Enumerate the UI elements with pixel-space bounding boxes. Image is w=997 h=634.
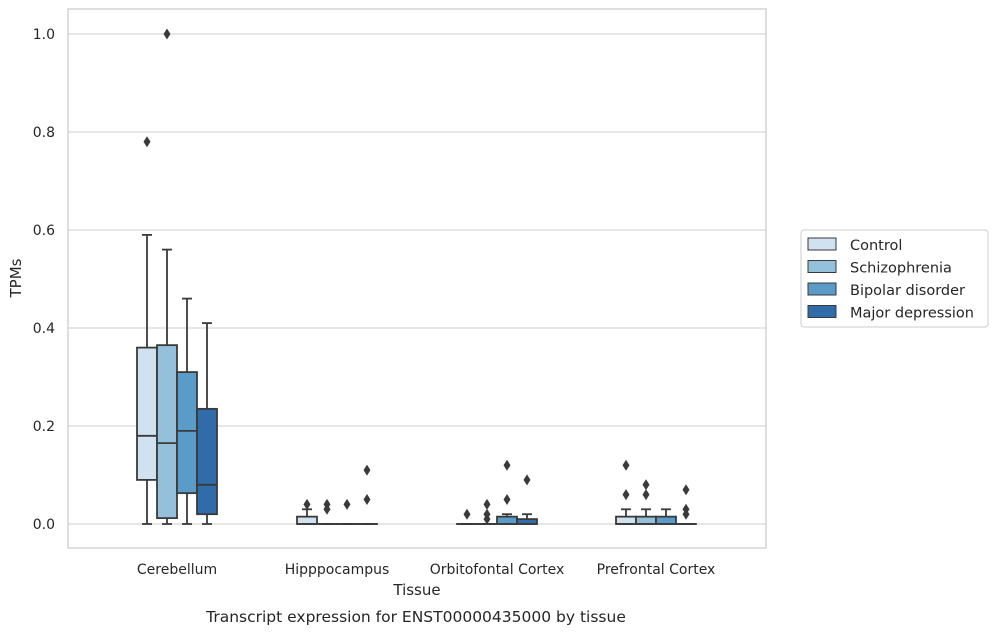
outlier-point	[143, 136, 151, 148]
legend: Control Schizophrenia Bipolar disorder Majo…	[800, 229, 989, 328]
box-0-0	[136, 136, 158, 525]
y-tick-label: 0.0	[33, 517, 55, 533]
outlier-point	[622, 459, 630, 471]
y-tick-label: 1.0	[33, 27, 55, 43]
box-1-3	[356, 464, 378, 525]
x-axis-ticks: Cerebellum Hipppocampus Orbitofontal Corte…	[137, 562, 715, 578]
outlier-point	[483, 508, 491, 520]
x-tick-label: Prefrontal Cortex	[597, 562, 716, 578]
box-0-3	[196, 322, 218, 525]
box-rect	[156, 344, 178, 520]
box-3-1	[635, 479, 657, 525]
box-2-0	[456, 508, 478, 525]
outlier-point	[503, 459, 511, 471]
outlier-point	[323, 498, 331, 510]
box-rect	[496, 515, 518, 525]
plot-frame	[67, 8, 767, 549]
box-0-2	[176, 297, 198, 525]
box-1-1	[316, 498, 338, 525]
box-1-0	[296, 498, 318, 525]
outlier-point	[363, 464, 371, 476]
y-tick-label: 0.6	[33, 223, 55, 239]
y-axis-label: TPMs	[7, 258, 25, 298]
x-tick-label: Hipppocampus	[285, 562, 390, 578]
x-tick-label: Cerebellum	[137, 562, 217, 578]
outlier-point	[463, 508, 471, 520]
outlier-point	[343, 498, 351, 510]
box-3-0	[615, 459, 637, 525]
legend-swatch	[807, 305, 837, 318]
box-3-3	[675, 484, 697, 525]
legend-swatch	[807, 260, 837, 273]
x-tick-label: Orbitofontal Cortex	[430, 562, 565, 578]
outlier-point	[363, 494, 371, 505]
box-0-1	[156, 28, 178, 525]
outlier-point	[682, 503, 690, 515]
outlier-point	[682, 484, 690, 496]
outlier-point	[483, 498, 491, 510]
box-rect	[176, 371, 198, 495]
y-tick-label: 0.2	[33, 419, 55, 435]
outlier-point	[642, 479, 650, 491]
legend-frame	[800, 229, 989, 328]
box-2-3	[516, 474, 538, 525]
box-rect	[635, 515, 657, 525]
box-rect	[196, 407, 218, 516]
legend-label: Bipolar disorder	[850, 283, 965, 299]
legend-swatch	[807, 237, 837, 251]
outlier-point	[642, 489, 650, 501]
outlier-point	[163, 28, 171, 40]
box-1-2	[336, 498, 358, 525]
legend-label: Schizophrenia	[850, 261, 952, 277]
boxes	[136, 28, 697, 525]
y-tick-label: 0.8	[33, 125, 55, 141]
box-rect	[296, 515, 318, 525]
legend-swatch	[807, 282, 837, 296]
legend-label: Control	[850, 238, 902, 254]
box-rect	[655, 515, 677, 525]
box-rect	[615, 515, 637, 525]
box-rect	[136, 346, 158, 481]
legend-label: Major depression	[850, 306, 974, 322]
y-axis-ticks: 0.0 0.2 0.4 0.6 0.8 1.0	[33, 27, 55, 533]
chart-caption: Transcript expression for ENST0000043500…	[205, 608, 626, 626]
box-2-1	[476, 498, 498, 525]
box-3-2	[655, 508, 677, 525]
outlier-point	[503, 494, 511, 505]
outlier-point	[622, 489, 630, 501]
outlier-point	[523, 474, 531, 486]
outlier-point	[303, 498, 311, 510]
y-tick-label: 0.4	[33, 321, 55, 337]
x-axis-label: Tissue	[392, 581, 440, 599]
box-2-2	[496, 459, 518, 525]
